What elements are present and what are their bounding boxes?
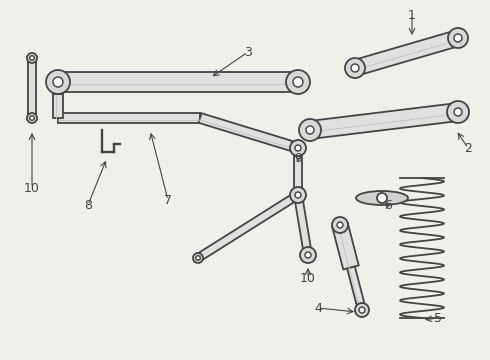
Text: 7: 7 [164, 194, 172, 207]
Circle shape [306, 126, 314, 134]
Circle shape [286, 70, 310, 94]
Circle shape [355, 303, 369, 317]
Circle shape [454, 34, 462, 42]
Circle shape [332, 217, 348, 233]
Circle shape [296, 193, 300, 197]
Circle shape [351, 64, 359, 72]
Circle shape [305, 252, 311, 258]
Circle shape [303, 250, 313, 260]
Circle shape [296, 193, 300, 197]
Circle shape [448, 28, 468, 48]
Text: 3: 3 [244, 45, 252, 59]
Circle shape [337, 222, 343, 228]
Polygon shape [53, 94, 63, 118]
Polygon shape [309, 103, 459, 139]
Text: 10: 10 [24, 181, 40, 194]
Text: 2: 2 [464, 141, 472, 154]
Circle shape [196, 256, 200, 260]
Text: 1: 1 [408, 9, 416, 22]
Polygon shape [347, 266, 366, 311]
Circle shape [27, 53, 37, 63]
Polygon shape [332, 223, 359, 270]
Polygon shape [294, 194, 312, 256]
Text: 9: 9 [294, 152, 302, 165]
Text: 10: 10 [300, 271, 316, 284]
Ellipse shape [356, 191, 408, 205]
Circle shape [46, 70, 70, 94]
Polygon shape [353, 30, 460, 76]
Circle shape [293, 77, 303, 87]
Circle shape [290, 187, 306, 203]
Circle shape [377, 193, 387, 203]
Circle shape [293, 143, 303, 153]
Polygon shape [294, 148, 302, 195]
Text: 4: 4 [314, 302, 322, 315]
Circle shape [293, 190, 303, 200]
Polygon shape [198, 113, 299, 153]
Circle shape [447, 101, 469, 123]
Circle shape [296, 146, 300, 150]
Circle shape [299, 119, 321, 141]
Circle shape [293, 190, 303, 200]
Circle shape [27, 113, 37, 123]
Circle shape [345, 58, 365, 78]
Circle shape [193, 253, 203, 263]
Circle shape [454, 108, 462, 116]
Polygon shape [196, 192, 300, 261]
Polygon shape [58, 113, 200, 123]
Circle shape [290, 140, 306, 156]
Polygon shape [28, 58, 36, 118]
Circle shape [300, 247, 316, 263]
Circle shape [295, 145, 301, 151]
Circle shape [30, 56, 34, 60]
Polygon shape [58, 72, 298, 92]
Circle shape [293, 190, 303, 200]
Circle shape [53, 77, 63, 87]
Circle shape [296, 193, 300, 197]
Text: 6: 6 [384, 198, 392, 212]
Text: 8: 8 [84, 198, 92, 212]
Circle shape [306, 253, 310, 257]
Text: 5: 5 [434, 311, 442, 324]
Circle shape [359, 307, 365, 313]
Circle shape [30, 116, 34, 120]
Circle shape [295, 192, 301, 198]
